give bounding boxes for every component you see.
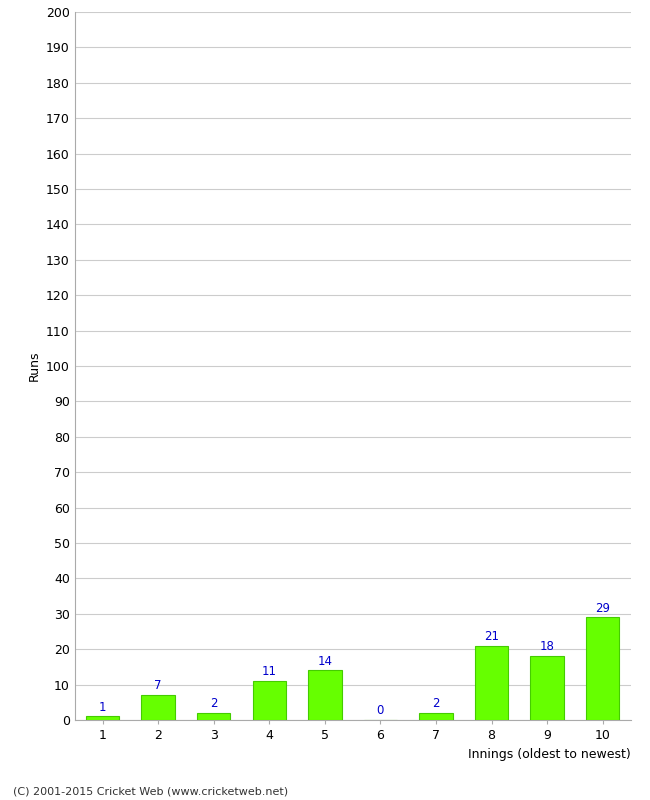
- Text: 7: 7: [154, 679, 162, 692]
- Bar: [475, 646, 508, 720]
- Text: 14: 14: [317, 654, 332, 668]
- Bar: [530, 656, 564, 720]
- Text: 2: 2: [210, 697, 218, 710]
- Bar: [308, 670, 341, 720]
- Text: 0: 0: [377, 704, 384, 717]
- Bar: [86, 717, 119, 720]
- Text: (C) 2001-2015 Cricket Web (www.cricketweb.net): (C) 2001-2015 Cricket Web (www.cricketwe…: [13, 786, 288, 796]
- Text: 11: 11: [262, 666, 277, 678]
- Bar: [586, 618, 619, 720]
- Bar: [253, 681, 286, 720]
- Bar: [197, 713, 230, 720]
- Text: 18: 18: [540, 641, 554, 654]
- Text: 21: 21: [484, 630, 499, 643]
- Y-axis label: Runs: Runs: [27, 350, 40, 382]
- X-axis label: Innings (oldest to newest): Innings (oldest to newest): [468, 747, 630, 761]
- Bar: [142, 695, 175, 720]
- Bar: [419, 713, 452, 720]
- Text: 2: 2: [432, 697, 440, 710]
- Text: 1: 1: [99, 701, 107, 714]
- Text: 29: 29: [595, 602, 610, 614]
